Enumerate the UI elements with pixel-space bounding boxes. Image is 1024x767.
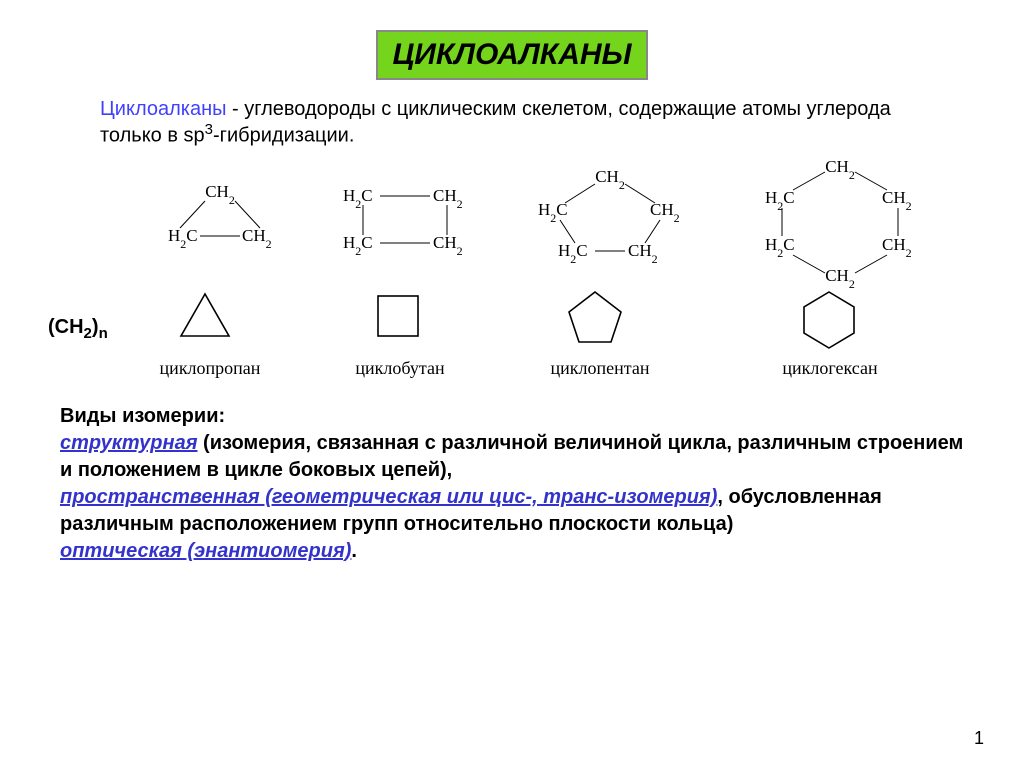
shape-pentagon <box>565 288 625 351</box>
isomerism-link-optical[interactable]: оптическая (энантиомерия) <box>60 540 351 562</box>
svg-text:H2C: H2C <box>343 233 373 258</box>
svg-text:H2C: H2C <box>343 186 373 211</box>
shape-hexagon <box>800 288 858 355</box>
definition-rest-2: -гибридизации. <box>213 125 354 147</box>
svg-text:CH2: CH2 <box>595 167 625 192</box>
shape-triangle <box>175 288 235 348</box>
skeletal-shapes-row <box>0 288 1024 358</box>
name-cyclobutane: циклобутан <box>320 358 480 379</box>
page-title: ЦИКЛОАЛКАНЫ <box>376 30 647 80</box>
isomerism-heading: Виды изомерии: <box>60 405 225 427</box>
definition-term: Циклоалканы <box>100 98 226 120</box>
svg-text:H2C: H2C <box>168 226 198 251</box>
isomerism-text-3: . <box>351 540 357 562</box>
compound-names-row: циклопропан циклобутан циклопентан цикло… <box>0 358 1024 388</box>
svg-text:H2C: H2C <box>538 200 568 225</box>
isomerism-link-spatial[interactable]: пространственная (геометрическая или цис… <box>60 486 717 508</box>
svg-text:CH2: CH2 <box>825 157 855 182</box>
definition-sup: 3 <box>205 121 213 138</box>
name-cyclohexane: циклогексан <box>750 358 910 379</box>
structure-cyclopentane: CH2 H2C CH2 H2C CH2 <box>520 168 700 273</box>
definition-text: Циклоалканы - углеводороды с циклическим… <box>100 98 924 148</box>
structural-formulas-row: CH2 H2C CH2 H2C CH2 H2C CH2 CH2 H2C CH2 <box>0 158 1024 288</box>
svg-text:H2C: H2C <box>765 188 795 213</box>
shape-square <box>370 288 425 348</box>
svg-text:H2C: H2C <box>765 235 795 260</box>
svg-text:CH2: CH2 <box>205 182 235 207</box>
svg-text:CH2: CH2 <box>650 200 680 225</box>
page-number: 1 <box>974 728 984 749</box>
svg-text:CH2: CH2 <box>628 241 658 266</box>
svg-text:CH2: CH2 <box>882 235 912 260</box>
isomerism-block: Виды изомерии: структурная (изомерия, св… <box>60 403 964 565</box>
svg-text:CH2: CH2 <box>433 233 463 258</box>
svg-text:CH2: CH2 <box>242 226 272 251</box>
svg-text:CH2: CH2 <box>433 186 463 211</box>
name-cyclopentane: циклопентан <box>520 358 680 379</box>
structure-cyclobutane: H2C CH2 H2C CH2 <box>325 183 485 268</box>
structure-cyclopropane: CH2 H2C CH2 <box>150 183 290 258</box>
svg-text:H2C: H2C <box>558 241 588 266</box>
svg-text:CH2: CH2 <box>882 188 912 213</box>
structure-cyclohexane: CH2 H2C CH2 H2C CH2 CH2 <box>740 158 940 288</box>
isomerism-link-structural[interactable]: структурная <box>60 432 197 454</box>
name-cyclopropane: циклопропан <box>130 358 290 379</box>
